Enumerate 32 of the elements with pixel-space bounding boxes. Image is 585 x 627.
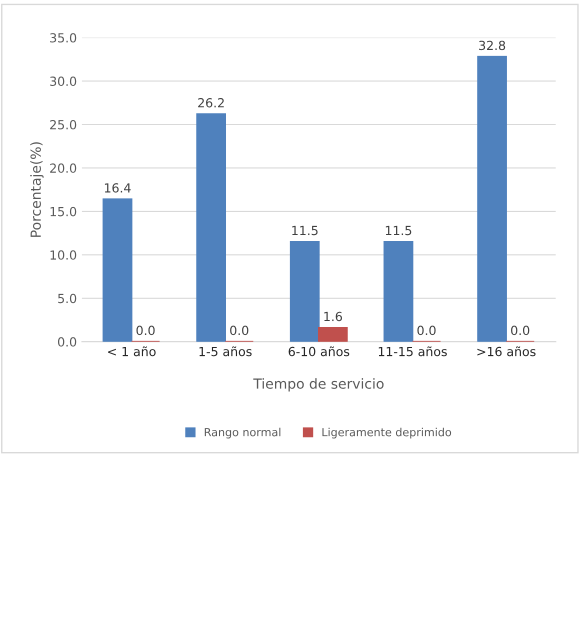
y-axis-title: Porcentaje(%)	[30, 142, 44, 237]
data-label: 0.0	[136, 326, 155, 336]
y-tick-label: 10.0	[50, 250, 76, 260]
data-label: 0.0	[417, 326, 436, 336]
data-label: 32.8	[479, 40, 506, 50]
y-tick-label: 30.0	[50, 76, 76, 86]
bar	[290, 240, 320, 342]
x-tick-label: 11-15 años	[378, 346, 447, 356]
data-label: 11.5	[386, 226, 412, 236]
y-tick-label: 25.0	[50, 120, 76, 130]
data-label: 11.5	[292, 226, 318, 236]
y-tick-label: 35.0	[50, 33, 76, 43]
y-tick-label: 0.0	[58, 337, 76, 347]
x-tick-label: 6-10 años	[288, 346, 350, 356]
x-tick-label: >16 años	[477, 346, 536, 356]
y-tick-label: 5.0	[58, 294, 76, 304]
y-tick-label: 20.0	[50, 163, 76, 173]
bar	[196, 113, 226, 342]
data-label: 26.2	[198, 98, 224, 108]
data-label: 0.0	[230, 326, 248, 336]
data-label: 0.0	[511, 326, 530, 336]
bar	[384, 240, 414, 342]
legend-label: Ligeramente deprimido	[322, 428, 452, 438]
x-tick-label: < 1 año	[108, 346, 156, 356]
bar	[102, 198, 132, 342]
x-axis-title: Tiempo de servicio	[253, 378, 384, 392]
data-label: 16.4	[104, 183, 131, 193]
legend-label: Rango normal	[204, 428, 280, 438]
y-tick-label: 15.0	[50, 206, 76, 216]
data-label: 1.6	[324, 312, 342, 322]
bar	[318, 326, 348, 342]
x-tick-label: 1-5 años	[199, 346, 252, 356]
